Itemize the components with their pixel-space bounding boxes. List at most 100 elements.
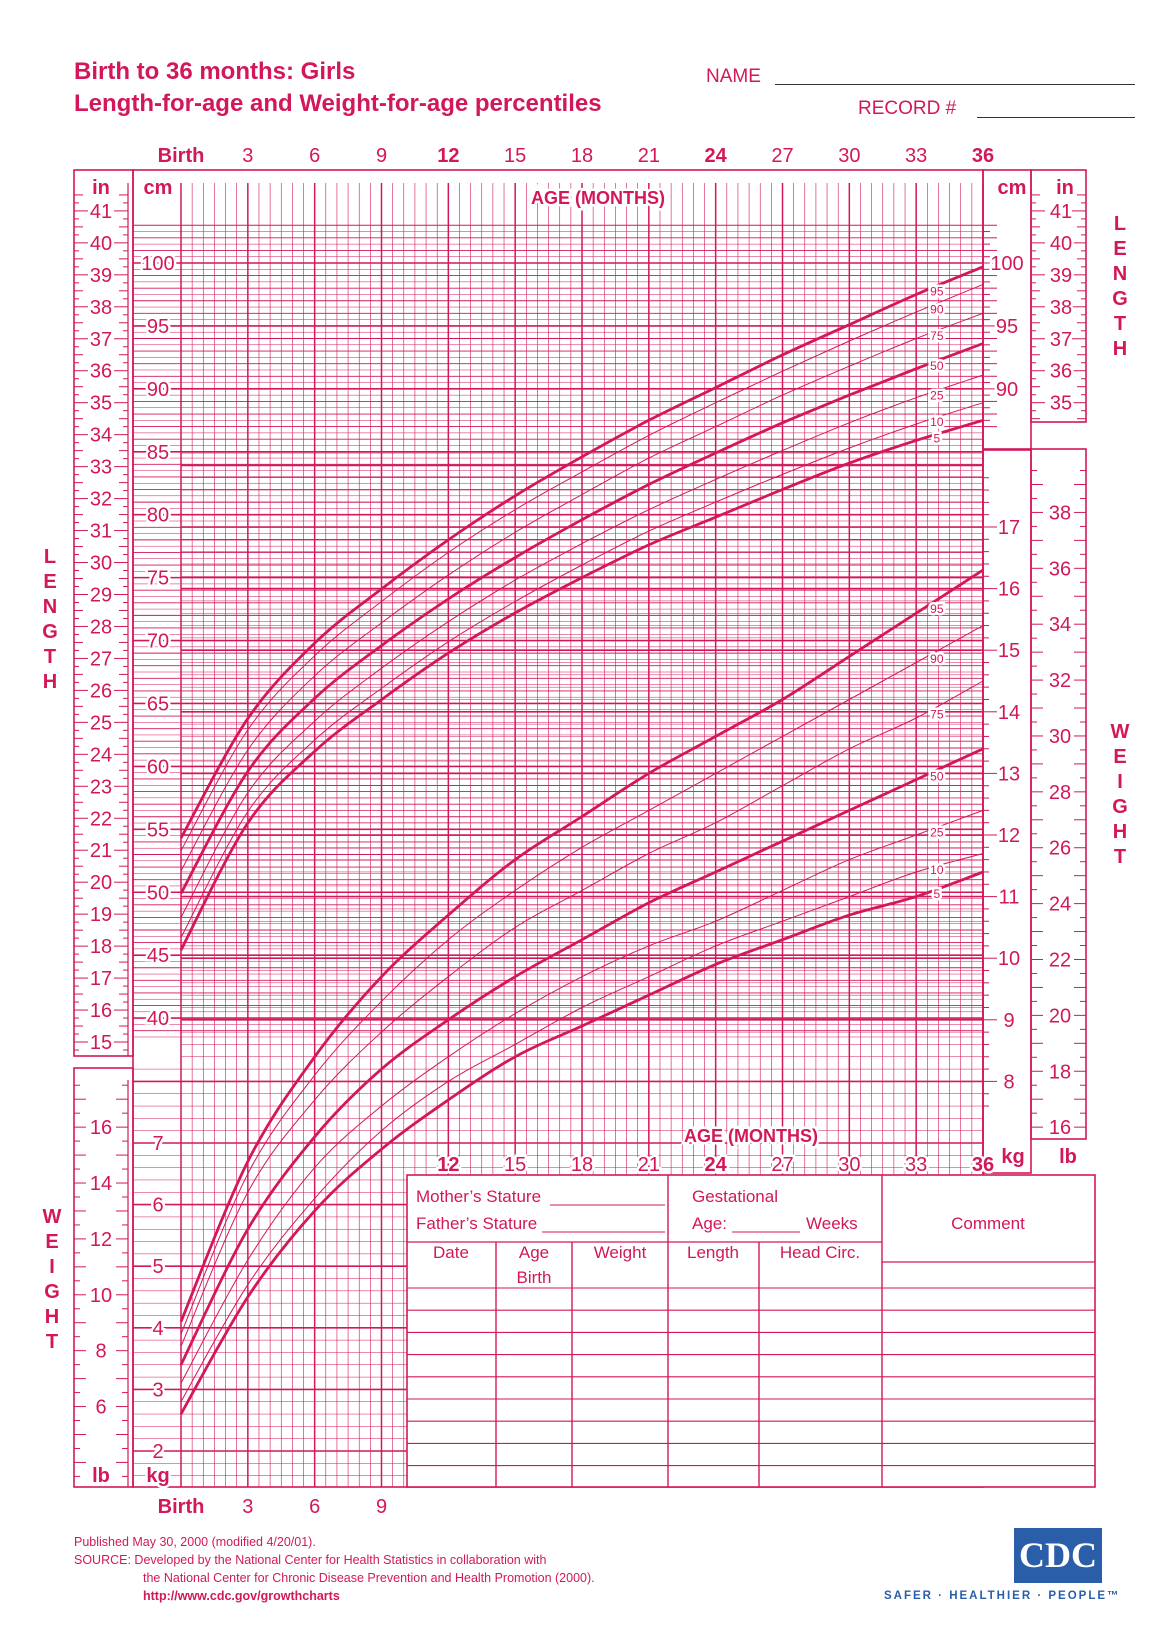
length-word-right-letter: H [1113, 338, 1127, 360]
weight-lb-right-tick-label: 34 [1049, 614, 1071, 636]
weight-lb-right-tick-label: 22 [1049, 949, 1071, 971]
length-word-left-letter: E [43, 571, 56, 593]
weight-kg-right-tick-label: 17 [998, 517, 1020, 539]
top-month-tick: 3 [242, 145, 253, 167]
published-note: Published May 30, 2000 (modified 4/20/01… [74, 1535, 316, 1549]
chart-subtitle: Length-for-age and Weight-for-age percen… [74, 90, 602, 117]
length-curve-p50 [179, 342, 984, 895]
length-in-tick-label: 22 [90, 808, 112, 830]
length-in-right-tick-label: 40 [1050, 233, 1072, 255]
record-table: Mother’s Stature Father’s Stature Gestatio… [406, 1174, 1096, 1488]
record-field[interactable] [977, 117, 1135, 118]
length-in-tick-label: 25 [90, 712, 112, 734]
source-line-2: the National Center for Chronic Disease … [143, 1571, 595, 1585]
length-in-tick-label: 34 [90, 425, 112, 447]
length-cm-tick-label: 95 [147, 316, 169, 338]
length-in-tick-label: 16 [90, 1000, 112, 1022]
table-column-header: Head Circ. [780, 1243, 860, 1262]
name-label: NAME [706, 66, 761, 87]
weight-word-right-letter: E [1113, 746, 1126, 768]
length-word-left-letter: T [44, 646, 56, 668]
unit-kg-right: kg [1001, 1146, 1024, 1168]
weight-lb-right-tick-label: 28 [1049, 782, 1071, 804]
length-curve-p25 [180, 374, 984, 918]
weight-percentile-label-p95: 95 [930, 602, 944, 616]
length-curve-p90 [180, 283, 984, 851]
length-in-right-tick-label: 37 [1050, 329, 1072, 351]
weight-lb-tick-label: 16 [90, 1117, 112, 1139]
bottom-month-tick: 9 [376, 1496, 387, 1518]
weight-month-tick: 12 [437, 1154, 459, 1176]
right-weight-kg-frame [982, 448, 1032, 1174]
comment-header: Comment [951, 1214, 1025, 1233]
length-cm-tick-label: 80 [147, 505, 169, 527]
length-in-tick-label: 18 [90, 936, 112, 958]
name-field[interactable] [775, 84, 1135, 85]
age-axis-title-top: AGE (MONTHS) [531, 188, 665, 208]
weight-lb-right-tick-label: 38 [1049, 502, 1071, 524]
length-word-left-letter: G [42, 621, 58, 643]
weight-word-right-letter: T [1114, 846, 1126, 868]
unit-kg-left: kg [146, 1465, 169, 1487]
weeks-label: Weeks [806, 1214, 858, 1233]
table-column-header: Date [433, 1243, 469, 1262]
weight-kg-right-tick-label: 10 [998, 948, 1020, 970]
weight-kg-tick-label: 6 [152, 1195, 163, 1217]
weight-kg-right-tick-label: 11 [999, 887, 1020, 909]
length-curve-p95 [179, 265, 984, 839]
length-percentile-label-p75: 75 [930, 329, 944, 343]
length-in-tick-label: 30 [90, 553, 112, 575]
length-in-tick-label: 38 [90, 297, 112, 319]
bottom-month-tick: 3 [242, 1496, 253, 1518]
weight-curve-p90 [180, 625, 984, 1335]
weight-kg-right-tick-label: 16 [998, 579, 1020, 601]
weight-month-tick: 33 [905, 1154, 927, 1176]
weight-month-tick: 30 [838, 1154, 860, 1176]
weight-month-tick: 27 [771, 1154, 793, 1176]
weight-month-tick: 36 [972, 1154, 994, 1176]
weight-kg-right-tick-label: 13 [998, 763, 1020, 785]
weight-word-right-letter: G [1112, 796, 1128, 818]
cdc-tagline: SAFER · HEALTHIER · PEOPLE™ [884, 1590, 1121, 1602]
weight-word-left-letter: I [49, 1256, 55, 1278]
table-column-header: Age [519, 1243, 549, 1262]
length-in-tick-label: 21 [90, 840, 112, 862]
length-cm-tick-label: 100 [141, 253, 174, 275]
length-word-left-letter: L [44, 546, 56, 568]
source-url-link[interactable]: http://www.cdc.gov/growthcharts [143, 1589, 340, 1603]
length-cm-tick-label: 75 [147, 568, 169, 590]
length-word-right-letter: L [1114, 213, 1126, 235]
gestational-age-label: Age: [692, 1214, 727, 1233]
weight-word-left-letter: W [43, 1206, 62, 1228]
length-in-tick-label: 41 [90, 201, 112, 223]
bottom-month-tick: Birth [158, 1496, 205, 1518]
length-cm-tick-label: 85 [147, 442, 169, 464]
length-percentile-label-p10: 10 [930, 415, 944, 429]
weight-percentile-label-p25: 25 [930, 826, 944, 840]
weight-kg-tick-label: 7 [152, 1133, 163, 1155]
weight-kg-right-tick-label: 14 [998, 702, 1020, 724]
length-in-right-tick-label: 36 [1050, 361, 1072, 383]
weight-lb-tick-label: 10 [90, 1285, 112, 1307]
length-cm-tick-label: 60 [147, 756, 169, 778]
chart-frames [73, 169, 1087, 1488]
weight-curve-p10 [180, 853, 984, 1402]
length-in-tick-label: 19 [90, 904, 112, 926]
weight-word-left-letter: G [44, 1281, 60, 1303]
weight-kg-tick-label: 4 [152, 1318, 163, 1340]
weight-kg-tick-label: 5 [152, 1256, 163, 1278]
right-length-in-frame [1030, 169, 1087, 423]
percentile-curves: 5 10 25 50 75 90 95 5 10 25 50 75 90 95 [179, 265, 984, 1415]
weight-lb-right-tick-label: 36 [1049, 558, 1071, 580]
length-in-tick-label: 39 [90, 265, 112, 287]
cdc-logo: CDC [1014, 1528, 1102, 1583]
weight-kg-right-tick-label: 9 [1003, 1010, 1014, 1032]
weight-lb-right-tick-label: 16 [1049, 1117, 1071, 1139]
length-cm-tick-label: 45 [147, 945, 169, 967]
length-percentile-label-p5: 5 [934, 431, 941, 445]
top-month-tick: 21 [638, 145, 660, 167]
weight-word-right-letter: I [1117, 771, 1123, 793]
length-curve-p75 [180, 312, 984, 872]
